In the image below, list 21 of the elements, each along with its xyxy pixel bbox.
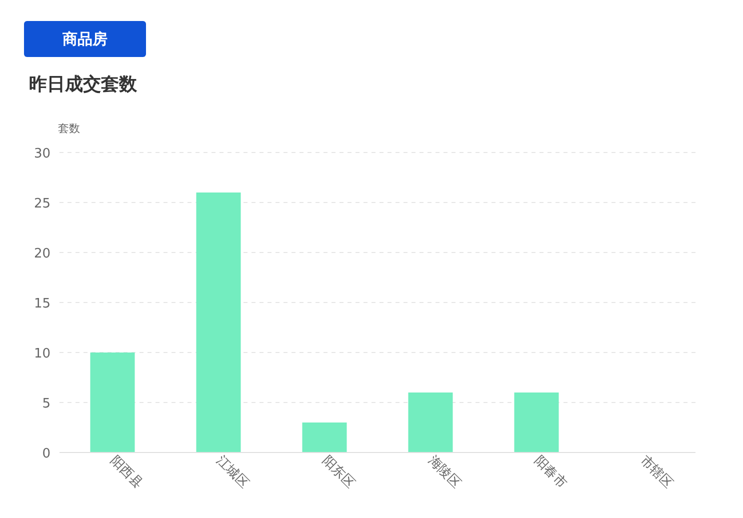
x-tick-label: 阳春市	[531, 453, 570, 492]
y-tick-label: 15	[34, 296, 51, 312]
bar	[302, 422, 347, 452]
x-tick-label: 江城区	[213, 453, 252, 492]
bar	[90, 352, 135, 452]
x-tick-label: 市辖区	[637, 453, 676, 492]
x-tick-label: 阳西县	[107, 453, 146, 492]
x-tick-label: 海陵区	[425, 453, 464, 492]
text: 商品房	[62, 29, 108, 50]
x-tick-label: 阳东区	[319, 453, 358, 492]
bar	[408, 392, 453, 452]
chart-title: 昨日成交套数	[29, 73, 137, 97]
bar	[514, 392, 559, 452]
y-tick-label: 30	[34, 146, 51, 162]
y-tick-label: 0	[42, 446, 51, 462]
y-tick-label: 10	[34, 346, 51, 362]
y-tick-label: 5	[42, 396, 51, 412]
y-tick-label: 25	[34, 196, 51, 212]
y-tick-label: 20	[34, 246, 51, 262]
bar	[196, 192, 241, 452]
y-axis-title: 套数	[58, 121, 80, 137]
